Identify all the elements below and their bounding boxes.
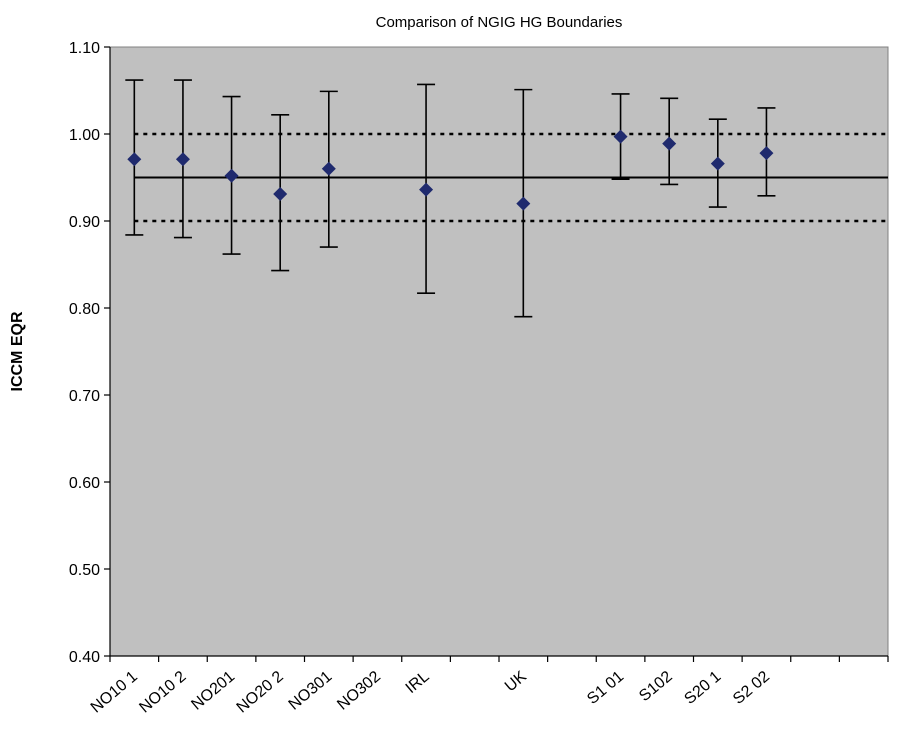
y-tick-label: 1.00	[69, 127, 100, 144]
data-point-marker	[127, 152, 142, 167]
data-point-marker	[662, 136, 677, 151]
x-tick-label: NO10 1	[88, 668, 141, 717]
y-tick-label: 0.80	[69, 301, 100, 318]
chart-title: Comparison of NGIG HG Boundaries	[376, 14, 623, 31]
data-point-marker	[710, 156, 725, 171]
x-tick-label: S102	[636, 668, 676, 705]
x-tick-label: NO302	[334, 668, 384, 714]
data-point-marker	[613, 129, 628, 144]
x-tick-label: UK	[502, 668, 530, 696]
data-point-marker	[759, 146, 774, 161]
data-point-marker	[321, 161, 336, 176]
y-tick-label: 0.40	[69, 649, 100, 666]
y-tick-label: 0.60	[69, 475, 100, 492]
x-tick-label: NO10 2	[136, 668, 189, 717]
x-tick-label: NO201	[188, 668, 238, 714]
y-tick-label: 0.70	[69, 388, 100, 405]
x-tick-label: NO20 2	[234, 668, 287, 717]
y-tick-label: 1.10	[69, 40, 100, 57]
x-tick-label: S2 02	[730, 668, 773, 708]
plot-background	[109, 46, 889, 657]
x-tick-label: IRL	[403, 668, 433, 697]
x-tick-label: NO301	[286, 668, 336, 714]
data-point-marker	[175, 152, 190, 167]
y-tick-label: 0.90	[69, 214, 100, 231]
y-tick-label: 0.50	[69, 562, 100, 579]
data-point-marker	[224, 168, 239, 183]
x-tick-label: S1 01	[584, 668, 627, 708]
data-point-marker	[419, 182, 434, 197]
x-tick-label: S20 1	[681, 668, 724, 708]
data-point-marker	[273, 187, 288, 202]
y-axis-label: ICCM EQR	[9, 311, 26, 391]
data-point-marker	[516, 196, 531, 211]
